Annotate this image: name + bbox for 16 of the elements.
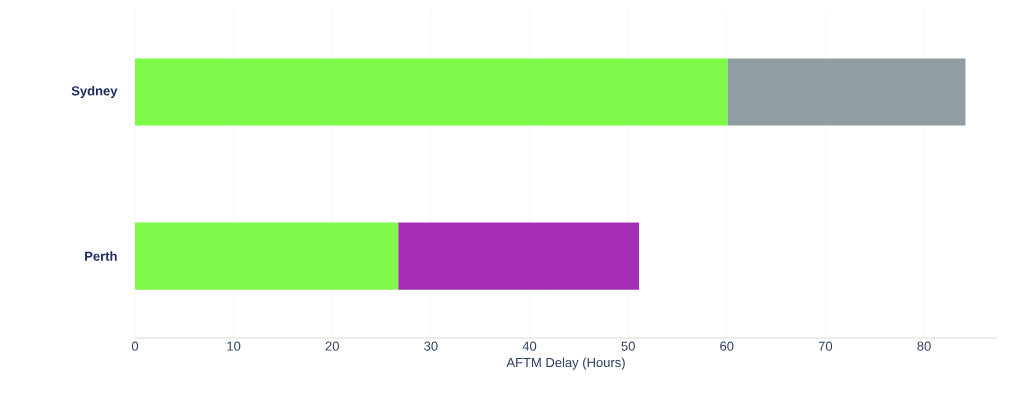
y-tick-label: Perth <box>85 251 117 261</box>
x-tick-label: 80 <box>917 341 931 351</box>
bar <box>135 222 399 290</box>
x-tick-label: 60 <box>720 341 734 351</box>
y-tick-label: Sydney <box>71 85 118 99</box>
bar <box>398 222 639 290</box>
x-tick-label: 40 <box>522 341 537 351</box>
x-tick-label: 20 <box>325 341 339 351</box>
x-tick-label: 10 <box>227 341 241 351</box>
x-tick-label: 70 <box>818 341 833 351</box>
x-axis-title: AFTM Delay (Hours) <box>506 357 625 370</box>
bar <box>135 58 728 126</box>
bar <box>727 58 966 126</box>
x-tick-label: 50 <box>621 341 635 351</box>
x-tick-label: 30 <box>424 341 438 351</box>
x-tick-label: 0 <box>131 341 139 351</box>
